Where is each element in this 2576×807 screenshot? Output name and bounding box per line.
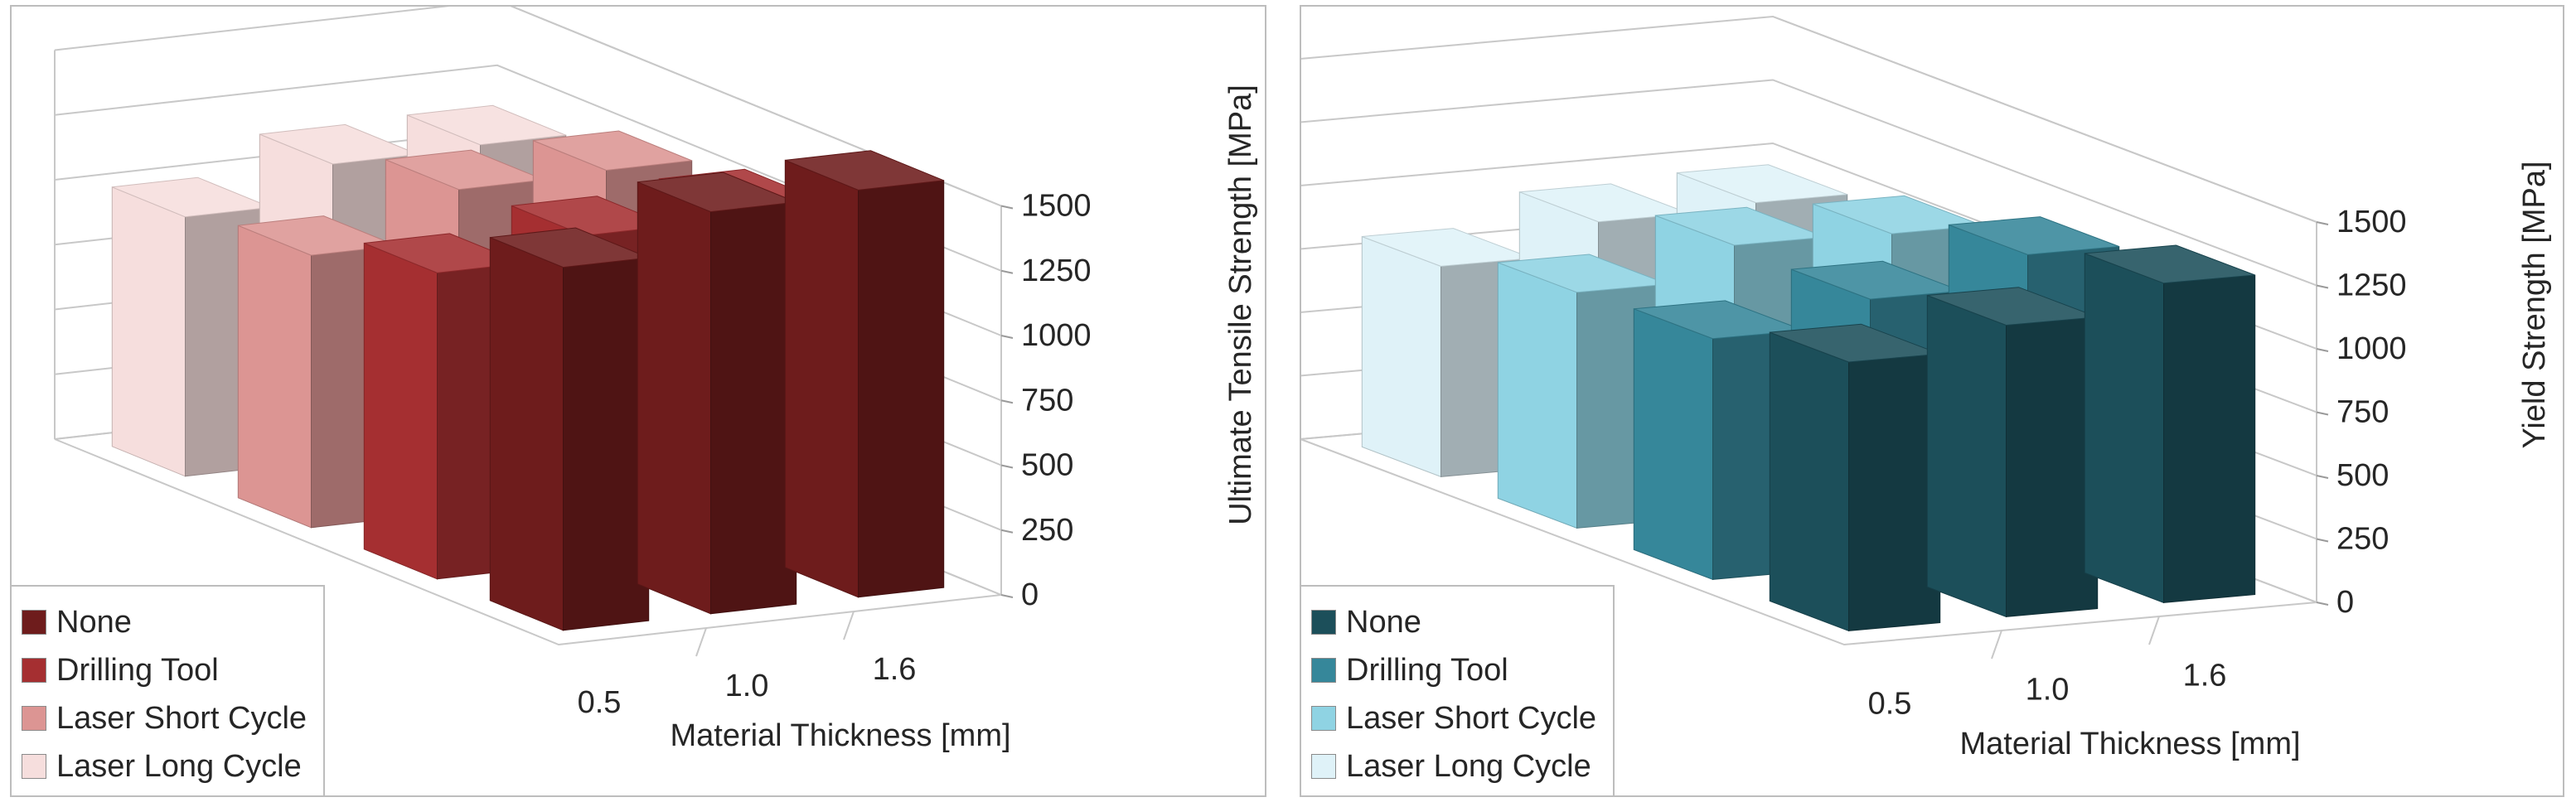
legend-item-yield-2: Laser Short Cycle [1311,694,1596,742]
y-axis-title-uts: Ultimate Tensile Strength [MPa] [1223,85,1258,525]
legend-swatch-uts-2 [22,706,46,731]
ytick-mark-uts-4 [1000,335,1014,339]
legend-item-uts-3: Laser Long Cycle [22,742,307,790]
xtick-label-uts-2: 1.6 [873,652,917,687]
ytick-mark-uts-6 [1000,205,1014,210]
ytick-label-uts-0: 0 [1021,577,1039,612]
ytick-mark-uts-5 [1000,269,1014,274]
y-axis-title-yield: Yield Strength [MPa] [2517,161,2552,448]
ytick-label-uts-3: 750 [1021,383,1073,418]
chart-panel-uts: 0 250 500 750 1000 1250 1500 0.5 1.0 1.6 Material … [10,0,1266,797]
category-divider-yield-2 [2148,616,2160,645]
x-axis-title-uts: Material Thickness [mm] [670,718,1010,753]
x-axis-title-yield: Material Thickness [mm] [1959,727,2300,761]
ytick-label-uts-4: 1000 [1021,318,1092,353]
chart-yield: 0 250 500 750 1000 1250 1500 0.5 1.0 1.6 Material … [1300,15,2552,761]
ytick-label-yield-5: 1250 [2336,268,2407,303]
category-divider-uts-1 [695,627,707,657]
legend-swatch-yield-3 [1311,754,1336,779]
legend-swatch-yield-1 [1311,658,1336,683]
ytick-mark-uts-2 [1000,464,1014,469]
bar-yield-s0-c2 [2084,244,2256,604]
ytick-label-uts-5: 1250 [1021,254,1092,288]
xtick-label-yield-1: 1.0 [2026,673,2070,708]
legend-uts: None Drilling Tool Laser Short Cycle Laser … [12,585,326,795]
ytick-label-uts-6: 1500 [1021,189,1092,224]
legend-label-yield-3: Laser Long Cycle [1346,748,1591,784]
legend-swatch-uts-3 [22,754,46,779]
xtick-label-yield-0: 0.5 [1868,687,1912,722]
ytick-label-yield-4: 1000 [2336,331,2407,366]
gridline-yield-6 [1300,15,2317,223]
legend-label-uts-1: Drilling Tool [56,652,219,688]
legend-item-yield-0: None [1311,598,1596,646]
xtick-label-yield-2: 1.6 [2183,659,2227,693]
category-divider-uts-2 [843,611,855,640]
ytick-label-yield-6: 1500 [2336,205,2407,239]
legend-swatch-yield-2 [1311,706,1336,731]
ytick-label-yield-1: 250 [2336,522,2389,557]
bar-yield-s0-c0 [1769,323,1941,632]
ytick-label-yield-3: 750 [2336,395,2389,430]
legend-item-uts-0: None [22,598,307,646]
chart-panel-yield: 0 250 500 750 1000 1250 1500 0.5 1.0 1.6 Material … [1300,5,2564,797]
ytick-mark-yield-0 [2316,602,2329,606]
xtick-label-uts-1: 1.0 [725,669,769,703]
legend-swatch-uts-0 [22,610,46,635]
ytick-mark-uts-0 [1000,594,1014,598]
ytick-mark-yield-5 [2316,284,2329,289]
ytick-mark-yield-3 [2316,411,2329,416]
ytick-label-uts-1: 250 [1021,513,1073,548]
legend-label-yield-1: Drilling Tool [1346,652,1508,688]
gridline-yield-5 [1300,79,2317,287]
ytick-mark-uts-3 [1000,399,1014,404]
legend-label-yield-2: Laser Short Cycle [1346,700,1597,736]
legend-item-yield-3: Laser Long Cycle [1311,742,1596,790]
legend-label-uts-2: Laser Short Cycle [56,700,307,736]
ytick-mark-yield-2 [2316,475,2329,479]
ytick-mark-yield-6 [2316,221,2329,225]
ytick-mark-yield-1 [2316,538,2329,543]
bar-yield-s0-c1 [1926,287,2099,618]
legend-label-uts-0: None [56,604,132,640]
legend-swatch-uts-1 [22,658,46,683]
bar-uts-s0-c1 [637,172,797,615]
bar-uts-s0-c2 [784,150,945,598]
legend-label-yield-0: None [1346,604,1421,640]
legend-label-uts-3: Laser Long Cycle [56,748,302,784]
xtick-label-uts-0: 0.5 [578,685,622,720]
legend-item-yield-1: Drilling Tool [1311,646,1596,694]
legend-swatch-yield-0 [1311,610,1336,635]
ytick-mark-uts-1 [1000,529,1014,534]
ytick-mark-yield-4 [2316,348,2329,352]
ytick-label-yield-0: 0 [2336,585,2354,620]
legend-item-uts-1: Drilling Tool [22,646,307,694]
bar-uts-s0-c0 [489,227,650,631]
legend-yield: None Drilling Tool Laser Short Cycle Laser … [1301,585,1615,795]
chart-uts: 0 250 500 750 1000 1250 1500 0.5 1.0 1.6 Material … [54,0,1258,753]
category-divider-yield-1 [1991,630,2002,660]
ytick-label-yield-2: 500 [2336,458,2389,493]
legend-item-uts-2: Laser Short Cycle [22,694,307,742]
ytick-label-uts-2: 500 [1021,448,1073,483]
